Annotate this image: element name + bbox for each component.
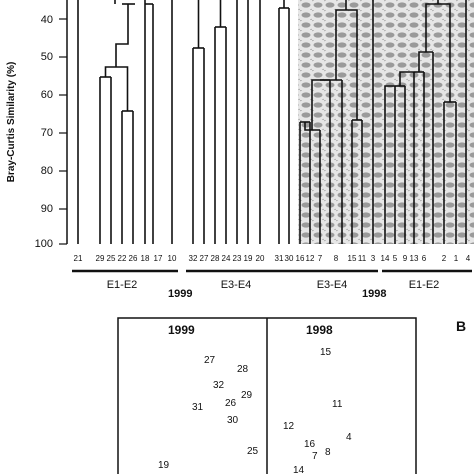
nmds-point-label: 26 [225, 398, 237, 409]
leaf-label: 23 [233, 254, 242, 263]
leaf-labels: 21 29 25 22 26 18 17 10 32 27 28 24 23 1… [74, 254, 471, 263]
nmds-point-label: 14 [293, 465, 305, 474]
leaf-label: 4 [466, 254, 471, 263]
leaf-label: 14 [381, 254, 390, 263]
leaf-label: 7 [318, 254, 323, 263]
nmds-point-label: 31 [192, 402, 204, 413]
leaf-label: 27 [200, 254, 209, 263]
year-label-1998: 1998 [362, 288, 386, 300]
leaf-label: 19 [244, 254, 253, 263]
nmds-point-label: 25 [247, 446, 259, 457]
leaf-label: 21 [74, 254, 83, 263]
nmds-title-1998: 1998 [306, 323, 333, 337]
leaf-label: 1 [454, 254, 459, 263]
leaf-label: 20 [256, 254, 265, 263]
y-axis: 40 50 60 70 80 90 100 Bray-Curtis Simila… [6, 0, 68, 250]
y-tick-60: 60 [41, 89, 53, 101]
leaf-label: 28 [211, 254, 220, 263]
group-label: E3-E4 [221, 279, 252, 291]
leaf-label: 13 [410, 254, 419, 263]
leaf-label: 29 [96, 254, 105, 263]
nmds-point-label: 7 [312, 451, 318, 462]
leaf-label: 26 [129, 254, 138, 263]
leaf-label: 18 [141, 254, 150, 263]
y-tick-80: 80 [41, 165, 53, 177]
nmds-point-label: 11 [332, 399, 343, 410]
nmds-panel: 1999 1998 B 27 28 32 29 31 26 30 25 19 1… [117, 317, 466, 474]
y-tick-40: 40 [41, 14, 53, 26]
nmds-point-label: 16 [304, 439, 316, 450]
group-label: E1-E2 [107, 279, 138, 291]
leaf-label: 12 [306, 254, 315, 263]
y-axis-label: Bray-Curtis Similarity (%) [6, 62, 17, 183]
leaf-label: 11 [358, 254, 367, 263]
leaf-label: 9 [403, 254, 408, 263]
year-label-1999: 1999 [168, 288, 192, 300]
leaf-label: 24 [222, 254, 231, 263]
nmds-point-label: 27 [204, 355, 216, 366]
nmds-point-label: 12 [283, 421, 295, 432]
leaf-label: 16 [296, 254, 305, 263]
nmds-point-label: 4 [346, 432, 352, 443]
y-tick-100: 100 [35, 238, 53, 250]
leaf-label: 6 [422, 254, 427, 263]
nmds-point-label: 8 [325, 447, 331, 458]
leaf-label: 31 [275, 254, 284, 263]
nmds-title-1999: 1999 [168, 323, 195, 337]
leaf-label: 2 [442, 254, 447, 263]
leaf-label: 5 [393, 254, 398, 263]
nmds-point-label: 28 [237, 364, 249, 375]
y-tick-50: 50 [41, 51, 53, 63]
y-tick-90: 90 [41, 203, 53, 215]
group-label: E3-E4 [317, 279, 348, 291]
leaf-label: 32 [189, 254, 198, 263]
nmds-point-label: 32 [213, 380, 225, 391]
leaf-label: 3 [371, 254, 376, 263]
nmds-point-label: 19 [158, 460, 170, 471]
stippled-shading [298, 0, 474, 244]
y-tick-70: 70 [41, 127, 53, 139]
leaf-label: 15 [348, 254, 357, 263]
dendrogram-branches [77, 0, 467, 244]
leaf-label: 17 [154, 254, 163, 263]
nmds-point-label: 29 [241, 390, 253, 401]
leaf-label: 30 [285, 254, 294, 263]
panel-letter-b: B [456, 318, 466, 334]
leaf-label: 10 [168, 254, 177, 263]
nmds-point-label: 15 [320, 347, 332, 358]
leaf-label: 8 [334, 254, 339, 263]
leaf-label: 25 [107, 254, 116, 263]
nmds-point-label: 30 [227, 415, 239, 426]
group-label: E1-E2 [409, 279, 440, 291]
leaf-label: 22 [118, 254, 127, 263]
